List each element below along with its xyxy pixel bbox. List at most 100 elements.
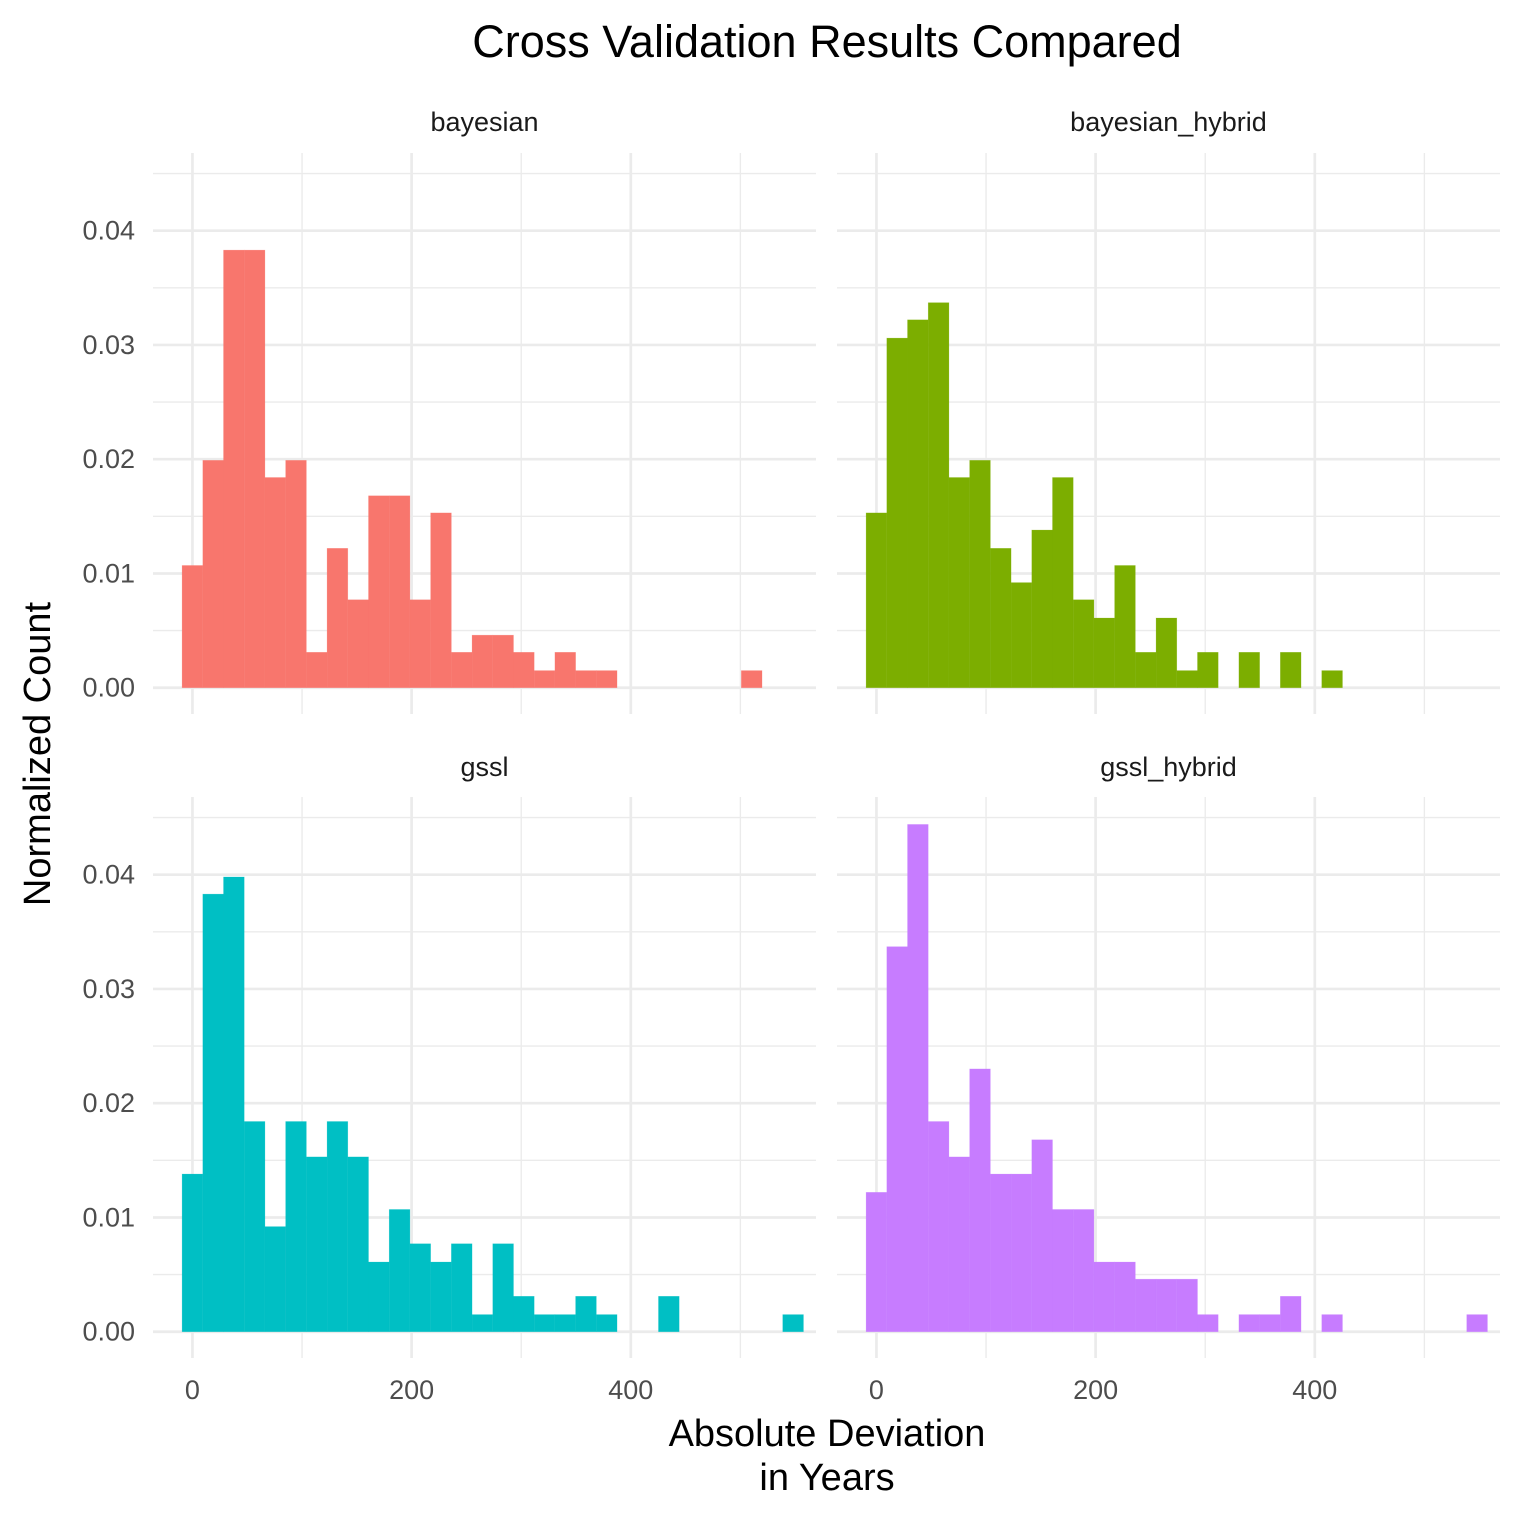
- histogram-bar: [1093, 617, 1115, 689]
- y-tick-label: 0.02: [82, 1088, 135, 1118]
- facet-strip-label: gssl_hybrid: [1100, 752, 1237, 782]
- x-tick-label: 200: [389, 1375, 434, 1405]
- histogram-bar: [1238, 652, 1260, 689]
- y-tick-label: 0.02: [82, 444, 135, 474]
- histogram-bar: [554, 1314, 576, 1333]
- histogram-bar: [907, 319, 929, 689]
- facet-panel-gssl-hybrid: gssl_hybrid 0 200 400: [837, 752, 1500, 1405]
- histogram-bar: [264, 477, 286, 689]
- histogram-bar: [1321, 670, 1343, 689]
- histogram-bar: [409, 1243, 431, 1333]
- histogram-bar: [927, 302, 950, 689]
- histogram-bar: [1197, 652, 1219, 689]
- histogram-bar: [306, 652, 328, 689]
- histogram-bar: [347, 599, 369, 689]
- histogram-bar: [1114, 565, 1136, 689]
- histogram-bar: [886, 337, 908, 689]
- y-tick-label: 0.01: [82, 558, 135, 588]
- y-tick-label: 0.03: [82, 974, 135, 1004]
- x-tick-label: 0: [869, 1375, 884, 1405]
- histogram-bar: [741, 670, 763, 689]
- x-tick-label: 400: [1292, 1375, 1337, 1405]
- histogram-bar: [430, 512, 452, 689]
- histogram-bar: [326, 1121, 349, 1333]
- histogram-bar: [533, 1314, 556, 1333]
- histogram-bar: [1031, 1139, 1053, 1333]
- histogram-bar: [1052, 477, 1074, 689]
- histogram-bar: [1466, 1314, 1488, 1333]
- histogram-bar: [1280, 652, 1302, 689]
- y-tick-label: 0.00: [82, 1317, 135, 1347]
- histogram-bar: [202, 893, 224, 1333]
- histogram-bar: [223, 876, 245, 1333]
- histogram-bar: [243, 1121, 266, 1333]
- facet-strip-label: bayesian: [430, 107, 538, 137]
- histogram-bar: [326, 548, 349, 689]
- histogram-bar: [471, 1314, 494, 1333]
- histogram-bar: [1135, 1278, 1157, 1333]
- histogram-bar: [409, 599, 431, 689]
- histogram-bar: [1031, 529, 1053, 689]
- histogram-bar: [1093, 1261, 1115, 1333]
- histogram-bar: [1010, 1173, 1033, 1333]
- histogram-bar: [430, 1261, 452, 1333]
- histogram-bar: [368, 495, 390, 689]
- histogram-bar: [886, 946, 908, 1333]
- histogram-bar: [1155, 617, 1178, 689]
- histogram-bar: [1072, 1209, 1095, 1333]
- histogram-bar: [907, 824, 929, 1333]
- facet-panel-gssl: gssl 0.00 0.01 0.02 0.03 0.04 0 200 400: [82, 752, 816, 1405]
- y-axis-title: Normalized Count: [17, 601, 59, 906]
- y-tick-label: 0.01: [82, 1202, 135, 1232]
- y-tick-label: 0.00: [82, 673, 135, 703]
- histogram-bar: [1238, 1314, 1260, 1333]
- histogram-bar: [658, 1296, 680, 1333]
- histogram-bar: [1114, 1261, 1136, 1333]
- histogram-bar: [492, 634, 514, 689]
- y-tick-label: 0.03: [82, 330, 135, 360]
- histogram-bar: [1280, 1296, 1302, 1333]
- histogram-bar: [181, 1173, 204, 1333]
- facet-strip-label: bayesian_hybrid: [1070, 107, 1267, 137]
- histogram-bar: [575, 1296, 597, 1333]
- x-tick-label: 200: [1073, 1375, 1118, 1405]
- histogram-bar: [533, 670, 556, 689]
- histogram-bar: [865, 512, 888, 689]
- histogram-bar: [181, 565, 204, 689]
- histogram-bar: [1259, 1314, 1281, 1333]
- x-axis-title-line-2: in Years: [759, 1457, 894, 1499]
- histogram-bar: [969, 460, 991, 689]
- histogram-bar: [347, 1156, 369, 1333]
- histogram-bar: [1321, 1314, 1343, 1333]
- x-axis-title-line-1: Absolute Deviation: [669, 1413, 986, 1455]
- histogram-bar: [264, 1226, 286, 1333]
- histogram-bar: [202, 460, 224, 689]
- facet-strip-label: gssl: [460, 752, 508, 782]
- histogram-bar: [948, 1156, 970, 1333]
- y-tick-label: 0.04: [82, 216, 135, 246]
- histogram-bar: [388, 1209, 411, 1333]
- x-tick-label: 400: [608, 1375, 653, 1405]
- histogram-bar: [451, 652, 473, 689]
- histogram-bar: [1072, 599, 1095, 689]
- histogram-bar: [451, 1243, 473, 1333]
- histogram-bar: [554, 652, 576, 689]
- histogram-bar: [1176, 1278, 1198, 1333]
- histogram-bar: [1010, 582, 1033, 689]
- y-tick-label: 0.04: [82, 860, 135, 890]
- histogram-bar: [243, 249, 266, 689]
- histogram-bar: [1135, 652, 1157, 689]
- histogram-bar: [471, 634, 494, 689]
- histogram-bar: [513, 652, 535, 689]
- histogram-bar: [223, 249, 245, 689]
- histogram-bar: [596, 1314, 618, 1333]
- x-tick-label: 0: [185, 1375, 200, 1405]
- histogram-bar: [990, 1173, 1012, 1333]
- histogram-bar: [1176, 670, 1198, 689]
- histogram-bar: [575, 670, 597, 689]
- histogram-bar: [492, 1243, 514, 1333]
- histogram-bar: [513, 1296, 535, 1333]
- histogram-bar: [368, 1261, 390, 1333]
- histogram-bar: [306, 1156, 328, 1333]
